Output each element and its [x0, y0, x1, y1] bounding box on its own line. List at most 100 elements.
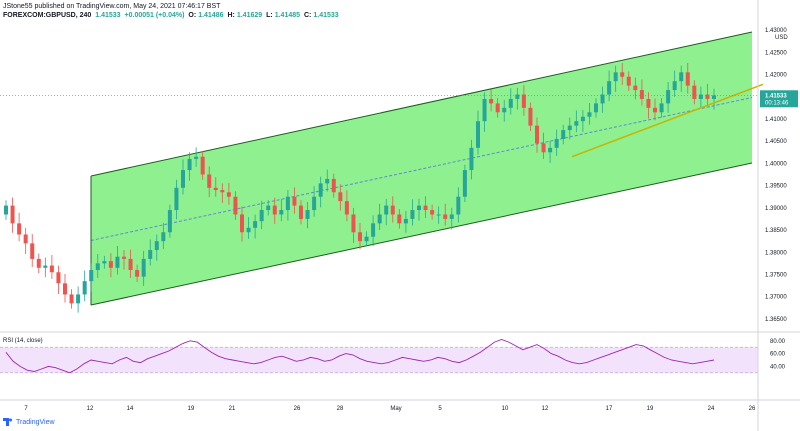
candle[interactable] — [76, 286, 81, 313]
candle[interactable] — [462, 164, 467, 203]
candle[interactable] — [102, 255, 107, 269]
candle[interactable] — [469, 139, 474, 180]
candle[interactable] — [449, 207, 454, 230]
candle[interactable] — [23, 227, 28, 255]
candle[interactable] — [489, 89, 494, 112]
candle[interactable] — [200, 151, 205, 180]
channel-upper-line[interactable] — [90, 31, 753, 177]
candle[interactable] — [443, 203, 448, 226]
candle[interactable] — [305, 202, 310, 229]
candle[interactable] — [174, 179, 179, 220]
candle[interactable] — [279, 199, 284, 222]
candle[interactable] — [705, 83, 710, 106]
candle[interactable] — [36, 253, 41, 274]
candle[interactable] — [502, 99, 507, 122]
candle[interactable] — [351, 207, 356, 243]
candle[interactable] — [600, 86, 605, 113]
candle[interactable] — [430, 204, 435, 220]
candle[interactable] — [115, 246, 120, 275]
candles[interactable] — [4, 62, 716, 313]
candle[interactable] — [187, 152, 192, 181]
candle[interactable] — [43, 257, 48, 278]
candle[interactable] — [207, 166, 212, 198]
candle[interactable] — [154, 234, 159, 261]
candle[interactable] — [666, 82, 671, 113]
candle[interactable] — [626, 71, 631, 91]
candle[interactable] — [567, 117, 572, 140]
candle[interactable] — [390, 196, 395, 223]
candle[interactable] — [476, 110, 480, 155]
candle[interactable] — [213, 177, 218, 197]
candle[interactable] — [141, 250, 146, 287]
candle[interactable] — [587, 102, 592, 125]
candle[interactable] — [108, 253, 113, 278]
candle[interactable] — [607, 70, 612, 102]
rsi-line[interactable] — [5, 339, 715, 374]
candle[interactable] — [554, 129, 559, 156]
candle[interactable] — [194, 147, 199, 167]
time-axis[interactable]: 7 12 14 19 21 26 28 May 5 10 12 17 19 24 26 — [24, 406, 756, 412]
candle[interactable] — [659, 98, 664, 118]
candle[interactable] — [574, 110, 579, 133]
candle[interactable] — [233, 191, 238, 220]
candle[interactable] — [135, 264, 140, 283]
candle[interactable] — [4, 200, 8, 220]
candle[interactable] — [30, 234, 35, 267]
candle[interactable] — [220, 183, 225, 203]
candle[interactable] — [161, 222, 166, 250]
candle[interactable] — [122, 250, 126, 270]
tradingview-footer[interactable]: TradingView — [3, 418, 55, 426]
candle[interactable] — [56, 265, 61, 295]
candle[interactable] — [508, 88, 513, 115]
candle[interactable] — [685, 62, 690, 94]
trendline[interactable] — [571, 83, 764, 158]
candle[interactable] — [358, 222, 362, 250]
candle[interactable] — [646, 92, 651, 119]
candle[interactable] — [384, 198, 389, 226]
candle[interactable] — [364, 231, 369, 247]
candle[interactable] — [535, 117, 539, 153]
candle[interactable] — [528, 102, 533, 131]
candle[interactable] — [436, 206, 441, 224]
candle[interactable] — [371, 215, 376, 247]
candle[interactable] — [423, 196, 428, 219]
candle[interactable] — [299, 200, 303, 225]
candle[interactable] — [679, 65, 684, 92]
candle[interactable] — [318, 176, 323, 208]
candle[interactable] — [521, 85, 526, 116]
candle[interactable] — [403, 210, 408, 233]
candle[interactable] — [338, 184, 343, 211]
candle[interactable] — [515, 87, 520, 110]
candle[interactable] — [653, 98, 657, 121]
candle[interactable] — [613, 65, 618, 92]
candle[interactable] — [49, 254, 54, 279]
candle[interactable] — [292, 187, 297, 214]
candle[interactable] — [417, 198, 421, 221]
candle[interactable] — [259, 200, 264, 230]
candle[interactable] — [17, 212, 22, 242]
candle[interactable] — [633, 77, 638, 100]
candle[interactable] — [148, 239, 153, 266]
candle[interactable] — [331, 173, 336, 198]
candle[interactable] — [272, 197, 277, 224]
candle[interactable] — [410, 199, 415, 226]
candle[interactable] — [620, 62, 625, 85]
candle[interactable] — [266, 200, 271, 216]
candle[interactable] — [181, 159, 185, 195]
candle[interactable] — [226, 182, 231, 205]
candle[interactable] — [240, 206, 244, 242]
candle[interactable] — [95, 254, 100, 279]
candle[interactable] — [377, 203, 382, 231]
candle[interactable] — [495, 98, 500, 118]
candle[interactable] — [698, 86, 703, 109]
candle[interactable] — [672, 70, 677, 97]
candle[interactable] — [82, 270, 87, 302]
candle[interactable] — [482, 92, 487, 132]
symbol-label[interactable]: FOREXCOM:GBPUSD, 240 — [3, 12, 92, 19]
candle[interactable] — [344, 190, 349, 222]
candle[interactable] — [397, 209, 402, 229]
candle[interactable] — [89, 263, 94, 292]
candle[interactable] — [692, 80, 697, 105]
candle[interactable] — [580, 110, 585, 132]
